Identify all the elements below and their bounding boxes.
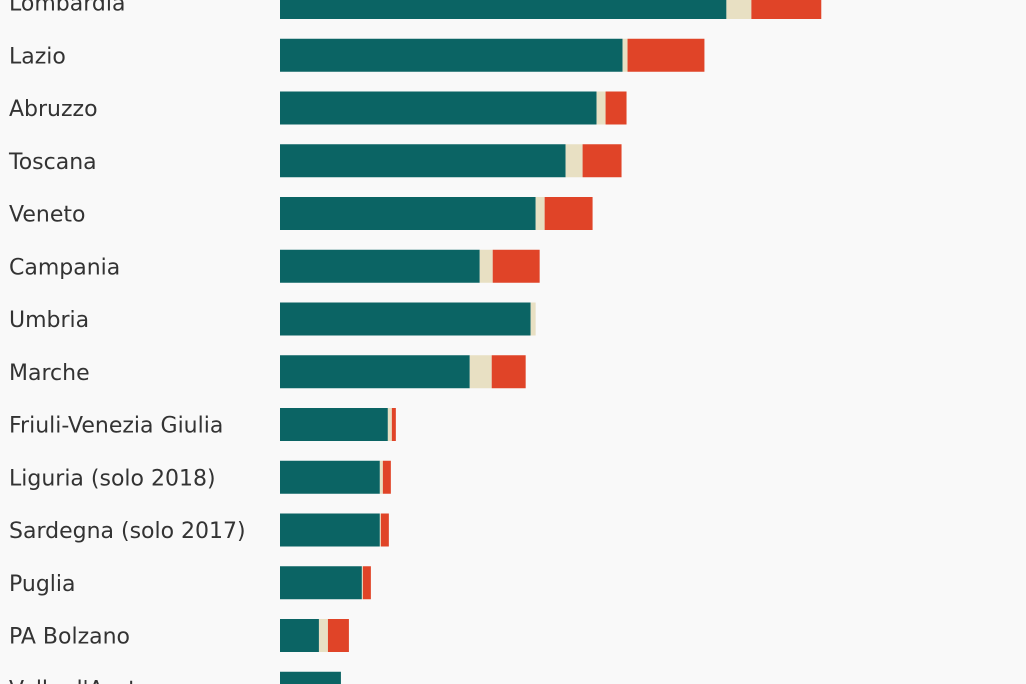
bar-segment-3-marche [491,355,526,389]
bar-segment-2-marche [469,355,492,389]
bar-segment-2-puglia [361,566,363,600]
category-label-lombardia: Lombardia [9,0,125,17]
bar-segment-1-sardegna-solo-2017 [280,513,380,547]
category-label-toscana: Toscana [8,150,97,175]
category-label-veneto: Veneto [9,203,85,228]
bar-segment-2-pa-bolzano [318,619,328,652]
bar-segment-2-veneto [535,197,545,230]
bar-segment-2-liguria-solo-2018 [379,460,383,494]
bar-segment-1-marche [280,355,470,389]
category-label-marche: Marche [9,361,90,386]
bar-segment-2-campania [479,249,493,283]
bar-segment-1-puglia [280,566,362,600]
bar-segment-3-sardegna-solo-2017 [380,513,389,547]
category-label-friuli-venezia-giulia: Friuli-Venezia Giulia [9,414,223,439]
category-label-lazio: Lazio [9,44,66,69]
bar-segment-1-lazio [280,38,623,72]
bar-segment-1-lombardia [280,0,727,19]
category-label-abruzzo: Abruzzo [9,97,98,122]
category-label-umbria: Umbria [9,308,89,333]
bar-segment-3-friuli-venezia-giulia [391,408,396,441]
bar-segment-2-lazio [622,38,628,72]
category-label-campania: Campania [9,255,120,280]
bar-segment-2-lombardia [726,0,752,19]
bar-segment-2-toscana [565,144,583,178]
category-label-puglia: Puglia [9,572,76,597]
bar-segment-3-campania [492,249,540,283]
bar-segment-1-friuli-venezia-giulia [280,408,388,441]
category-labels: Lombardia Lazio Abruzzo Toscana Veneto Campan… [8,0,246,684]
bar-segment-2-umbria [530,302,536,336]
bar-segment-2-friuli-venezia-giulia [387,408,392,441]
bar-segment-3-puglia [362,566,371,600]
category-label-liguria-solo-2018: Liguria (solo 2018) [9,466,216,491]
bars [280,0,822,684]
bar-segment-1-campania [280,249,480,283]
bar-segment-3-pa-bolzano [327,619,349,652]
category-label-sardegna-solo-2017: Sardegna (solo 2017) [9,519,246,544]
bar-segment-1-toscana [280,144,566,178]
bar-segment-3-lazio [627,38,705,72]
bar-segment-2-sardegna-solo-2017 [379,513,381,547]
bar-segment-3-abruzzo [605,91,627,125]
bar-segment-3-veneto [544,197,593,230]
bar-segment-3-lombardia [751,0,822,19]
bar-segment-3-liguria-solo-2018 [382,460,391,494]
bar-segment-1-liguria-solo-2018 [280,460,380,494]
bar-segment-2-abruzzo [596,91,606,125]
bar-segment-1-veneto [280,197,536,230]
bar-segment-1-umbria [280,302,531,336]
bar-segment-1-abruzzo [280,91,597,125]
bar-segment-3-toscana [582,144,622,178]
category-label-pa-bolzano: PA Bolzano [9,625,130,650]
category-label-valle-d-aosta: Valle d'Aosta [9,677,150,684]
bar-segment-1-pa-bolzano [280,619,319,652]
bar-segment-1-valle-d-aosta [280,671,341,684]
